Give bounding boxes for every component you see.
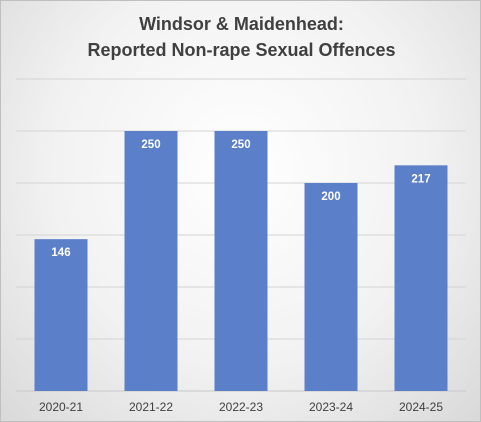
- x-tick-label-2020-21: 2020-21: [39, 400, 83, 414]
- bar-2021-22: [124, 131, 178, 391]
- chart-title: Windsor & Maidenhead: Reported Non-rape …: [1, 11, 481, 63]
- chart-title-line-2: Reported Non-rape Sexual Offences: [87, 40, 396, 60]
- data-labels: 146 250 250 200 217: [51, 139, 430, 259]
- x-tick-label-2023-24: 2023-24: [309, 400, 353, 414]
- data-label-2020-21: 146: [51, 247, 70, 259]
- data-label-2021-22: 250: [141, 139, 160, 151]
- data-label-2023-24: 200: [321, 191, 340, 203]
- bar-2022-23: [214, 131, 268, 391]
- x-tick-label-2024-25: 2024-25: [399, 400, 443, 414]
- x-tick-label-2021-22: 2021-22: [129, 400, 173, 414]
- chart-title-line-1: Windsor & Maidenhead:: [139, 14, 344, 34]
- bar-series: [34, 131, 448, 391]
- bar-2020-21: [34, 239, 88, 391]
- data-label-2022-23: 250: [231, 139, 250, 151]
- x-axis-tick-labels: 2020-21 2021-22 2022-23 2023-24 2024-25: [39, 400, 443, 414]
- bar-2024-25: [394, 165, 448, 391]
- data-label-2024-25: 217: [411, 173, 430, 185]
- bar-2023-24: [304, 183, 358, 391]
- x-tick-label-2022-23: 2022-23: [219, 400, 263, 414]
